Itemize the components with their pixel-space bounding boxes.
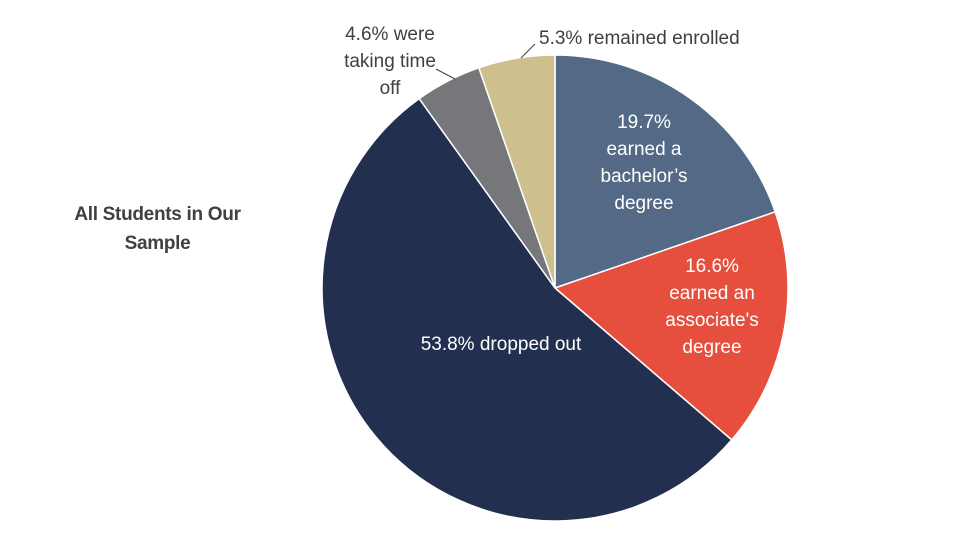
pie-slice [477, 54, 556, 289]
slice-label-line: 53.8% dropped out [421, 334, 582, 355]
slice-label-line: degree [682, 337, 741, 358]
slice-label-line: off [380, 78, 402, 99]
slice-label-line: degree [614, 193, 673, 214]
slice-label-line: associate's [665, 310, 758, 331]
pie-slice [321, 97, 733, 522]
slice-label-line: 5.3% remained enrolled [539, 28, 740, 49]
slice-label: 4.6% were taking time off [344, 24, 436, 99]
slice-label: 16.6% earned an associate's degree [665, 256, 758, 358]
slice-label: 5.3% remained enrolled [539, 28, 740, 49]
slice-label: 53.8% dropped out [421, 334, 582, 355]
pie-slice [554, 54, 777, 290]
slice-label-line: earned an [669, 283, 755, 304]
pie-slice [553, 210, 789, 441]
slice-label-line: earned a [606, 139, 681, 160]
slice-label-line: 16.6% [685, 256, 739, 277]
slice-label-line: taking time [344, 51, 436, 72]
chart-title: All Students in Our Sample [74, 204, 241, 254]
slice-label-line: bachelor’s [601, 166, 688, 187]
slice-label: 19.7% earned a bachelor’s degree [601, 112, 688, 214]
slice-label-line: 4.6% were [345, 24, 435, 45]
slice-label-line: 19.7% [617, 112, 671, 133]
leader-line [520, 43, 536, 59]
leader-line [435, 68, 456, 80]
